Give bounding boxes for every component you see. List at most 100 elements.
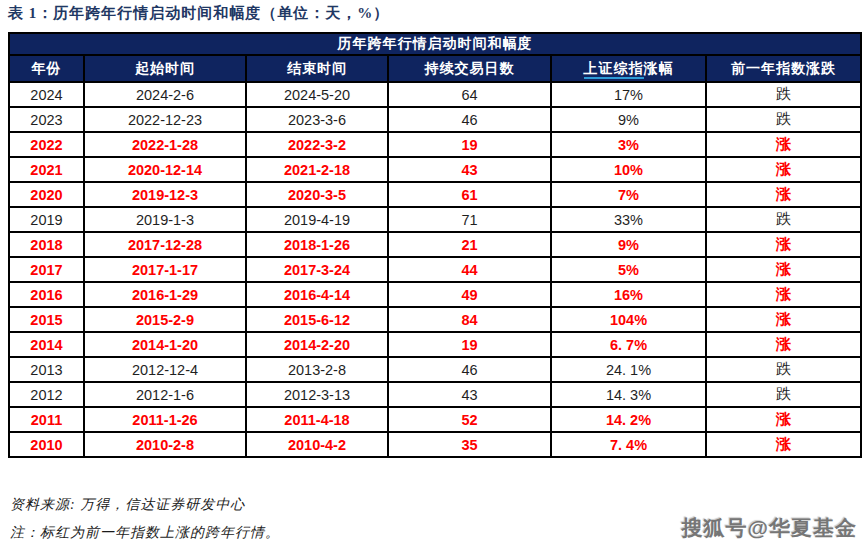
sse-gain-cell: 6. 7% [551, 332, 706, 357]
sse-gain-cell: 17% [551, 82, 706, 107]
sse-gain-cell: 33% [551, 207, 706, 232]
prev-year-cell: 涨 [706, 157, 861, 182]
end-date-cell: 2021-2-18 [246, 157, 388, 182]
end-date-cell: 2022-3-2 [246, 132, 388, 157]
trading-days-cell: 46 [388, 107, 551, 132]
end-date-cell: 2023-3-6 [246, 107, 388, 132]
end-date-cell: 2013-2-8 [246, 357, 388, 382]
prev-year-cell: 跌 [706, 82, 861, 107]
end-date-cell: 2016-4-14 [246, 282, 388, 307]
sse-gain-cell: 14. 2% [551, 407, 706, 432]
table-row: 20232022-12-232023-3-6469%跌 [9, 107, 861, 132]
sse-gain-cell: 14. 3% [551, 382, 706, 407]
table-row: 20182017-12-282018-1-26219%涨 [9, 232, 861, 257]
prev-year-cell: 涨 [706, 332, 861, 357]
end-date-cell: 2020-3-5 [246, 182, 388, 207]
table-row: 20202019-12-32020-3-5617%涨 [9, 182, 861, 207]
sse-gain-cell: 9% [551, 232, 706, 257]
table-row: 20242024-2-62024-5-206417%跌 [9, 82, 861, 107]
start-date-cell: 2015-2-9 [84, 307, 246, 332]
sse-gain-cell: 5% [551, 257, 706, 282]
prev-year-cell: 跌 [706, 357, 861, 382]
col-header-gain-suffix: 涨幅 [644, 61, 674, 76]
table-row: 20122012-1-62012-3-134314. 3%跌 [9, 382, 861, 407]
trading-days-cell: 19 [388, 132, 551, 157]
col-header-year: 年份 [9, 55, 84, 82]
start-date-cell: 2012-1-6 [84, 382, 246, 407]
table-row: 20162016-1-292016-4-144916%涨 [9, 282, 861, 307]
year-cell: 2010 [9, 432, 84, 457]
end-date-cell: 2018-1-26 [246, 232, 388, 257]
legend-note: 注：标红为前一年指数上涨的跨年行情。 [10, 524, 280, 542]
table-banner: 历年跨年行情启动时间和幅度 [9, 33, 861, 55]
page: 表 1：历年跨年行情启动时间和幅度（单位：天，%） 历年跨年行情启动时间和幅度 … [0, 0, 865, 551]
year-cell: 2020 [9, 182, 84, 207]
prev-year-cell: 涨 [706, 182, 861, 207]
sohu-watermark: 搜狐号@华夏基金 [682, 514, 857, 542]
table-row: 20212020-12-142021-2-184310%涨 [9, 157, 861, 182]
trading-days-cell: 19 [388, 332, 551, 357]
trading-days-cell: 49 [388, 282, 551, 307]
end-date-cell: 2011-4-18 [246, 407, 388, 432]
trading-days-cell: 64 [388, 82, 551, 107]
year-cell: 2015 [9, 307, 84, 332]
trading-days-cell: 44 [388, 257, 551, 282]
sse-gain-cell: 24. 1% [551, 357, 706, 382]
prev-year-cell: 涨 [706, 307, 861, 332]
start-date-cell: 2019-12-3 [84, 182, 246, 207]
table-row: 20132012-12-42013-2-84624. 1%跌 [9, 357, 861, 382]
year-cell: 2016 [9, 282, 84, 307]
sse-gain-cell: 7. 4% [551, 432, 706, 457]
trading-days-cell: 43 [388, 157, 551, 182]
end-date-cell: 2024-5-20 [246, 82, 388, 107]
start-date-cell: 2012-12-4 [84, 357, 246, 382]
table-body: 20242024-2-62024-5-206417%跌20232022-12-2… [9, 82, 861, 457]
year-cell: 2024 [9, 82, 84, 107]
trading-days-cell: 35 [388, 432, 551, 457]
start-date-cell: 2022-1-28 [84, 132, 246, 157]
year-cell: 2019 [9, 207, 84, 232]
start-date-cell: 2011-1-26 [84, 407, 246, 432]
year-cell: 2023 [9, 107, 84, 132]
year-cell: 2022 [9, 132, 84, 157]
year-cell: 2011 [9, 407, 84, 432]
start-date-cell: 2020-12-14 [84, 157, 246, 182]
year-cell: 2021 [9, 157, 84, 182]
end-date-cell: 2015-6-12 [246, 307, 388, 332]
table-row: 20102010-2-82010-4-2357. 4%涨 [9, 432, 861, 457]
sse-gain-cell: 3% [551, 132, 706, 157]
trading-days-cell: 43 [388, 382, 551, 407]
sse-gain-cell: 16% [551, 282, 706, 307]
col-header-start-date: 起始时间 [84, 55, 246, 82]
trading-days-cell: 21 [388, 232, 551, 257]
trading-days-cell: 61 [388, 182, 551, 207]
table-row: 20172017-1-172017-3-24445%涨 [9, 257, 861, 282]
table-row: 20152015-2-92015-6-1284104%涨 [9, 307, 861, 332]
prev-year-cell: 涨 [706, 282, 861, 307]
sse-gain-cell: 7% [551, 182, 706, 207]
table-row: 20192019-1-32019-4-197133%跌 [9, 207, 861, 232]
col-header-prev-year: 前一年指数涨跌 [706, 55, 861, 82]
prev-year-cell: 涨 [706, 132, 861, 157]
trading-days-cell: 71 [388, 207, 551, 232]
year-cell: 2014 [9, 332, 84, 357]
end-date-cell: 2010-4-2 [246, 432, 388, 457]
table-row: 20112011-1-262011-4-185214. 2%涨 [9, 407, 861, 432]
prev-year-cell: 涨 [706, 257, 861, 282]
start-date-cell: 2010-2-8 [84, 432, 246, 457]
sse-index-link[interactable]: 上证综指 [584, 61, 644, 79]
prev-year-cell: 跌 [706, 107, 861, 132]
trading-days-cell: 52 [388, 407, 551, 432]
source-note: 资料来源: 万得，信达证券研发中心 [10, 496, 245, 514]
start-date-cell: 2016-1-29 [84, 282, 246, 307]
year-cell: 2018 [9, 232, 84, 257]
prev-year-cell: 涨 [706, 432, 861, 457]
year-cell: 2013 [9, 357, 84, 382]
col-header-trading-days: 持续交易日数 [388, 55, 551, 82]
table-row: 20222022-1-282022-3-2193%涨 [9, 132, 861, 157]
sse-gain-cell: 104% [551, 307, 706, 332]
year-cell: 2017 [9, 257, 84, 282]
banner-row: 历年跨年行情启动时间和幅度 [9, 33, 861, 55]
start-date-cell: 2017-12-28 [84, 232, 246, 257]
start-date-cell: 2022-12-23 [84, 107, 246, 132]
